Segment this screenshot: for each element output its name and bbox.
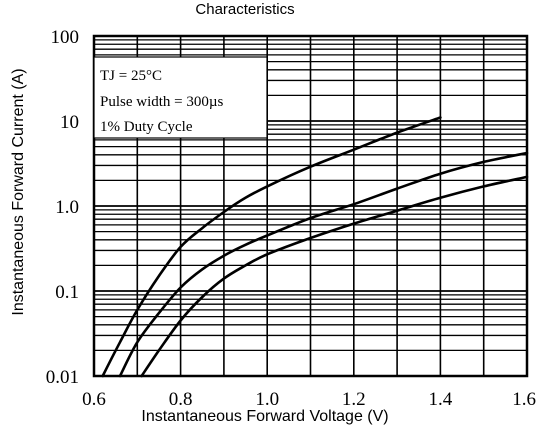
x-tick-label: 1.0 <box>255 389 279 410</box>
annotation-duty-cycle: 1% Duty Cycle <box>100 119 193 135</box>
chart-title: Characteristics <box>195 1 294 18</box>
y-tick-label: 10 <box>60 112 79 133</box>
plot-frame <box>92 34 529 378</box>
y-tick-label: 0.01 <box>46 367 79 388</box>
y-tick-label: 1.0 <box>55 197 79 218</box>
annotation-pulse-width: Pulse width = 300µs <box>100 94 224 110</box>
x-tick-label: 1.2 <box>342 389 366 410</box>
x-tick-label: 0.8 <box>169 389 193 410</box>
tick-labels: 0.6 0.8 1.0 1.2 1.4 1.6 0.01 0.1 1.0 10 100 <box>46 27 536 410</box>
x-tick-label: 0.6 <box>82 389 106 410</box>
series-group <box>101 116 529 378</box>
annotation-temperature: TJ = 25°C <box>100 68 162 84</box>
y-tick-label: 0.1 <box>55 282 79 303</box>
conditions-box: TJ = 25°C Pulse width = 300µs 1% Duty Cy… <box>93 56 268 139</box>
x-axis-label: Instantaneous Forward Voltage (V) <box>141 408 388 425</box>
y-axis-label: Instantaneous Forward Current (A) <box>10 68 27 315</box>
x-tick-label: 1.6 <box>512 389 536 410</box>
x-tick-label: 1.4 <box>429 389 453 410</box>
conditions-box-frame <box>93 56 268 139</box>
series-line-1 <box>101 116 442 378</box>
series-line-3 <box>140 175 529 378</box>
series-line-2 <box>118 151 529 378</box>
y-tick-label: 100 <box>51 27 80 48</box>
